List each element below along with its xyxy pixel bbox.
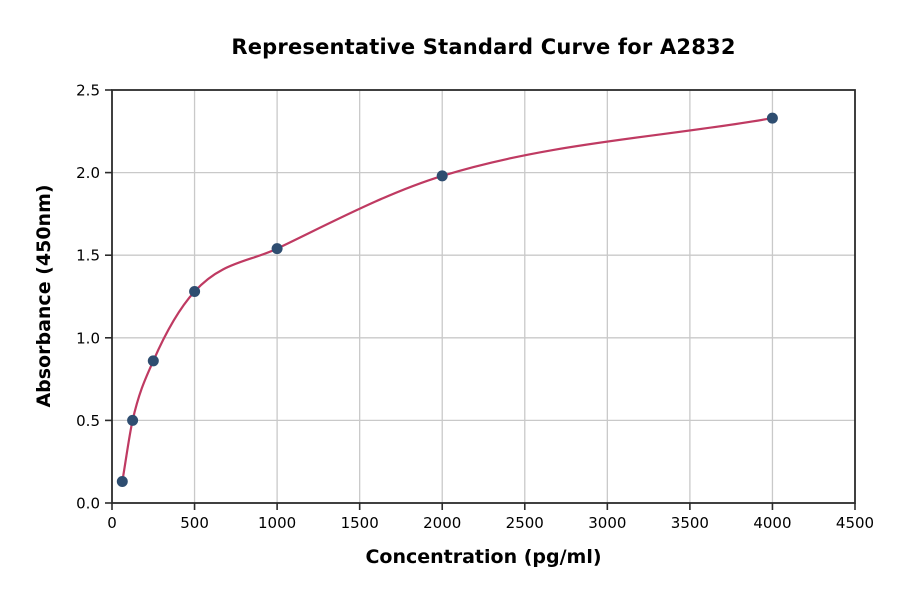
data-point [271, 243, 283, 255]
y-tick-label: 2.5 [76, 82, 100, 100]
x-tick-label: 4000 [753, 514, 791, 532]
standard-curve-line [121, 117, 774, 483]
x-tick-label: 1500 [341, 514, 379, 532]
x-tick-label: 3000 [588, 514, 626, 532]
data-point [766, 112, 778, 124]
y-tick-label: 0.5 [76, 412, 100, 430]
plot-frame [111, 89, 856, 504]
x-tick-label: 1000 [258, 514, 296, 532]
y-tick-label: 1.0 [76, 329, 100, 347]
data-point [189, 286, 201, 297]
x-tick-label: 2000 [423, 514, 461, 532]
x-tick-label: 3500 [671, 514, 709, 532]
x-tick-label: 2500 [506, 514, 544, 532]
data-point [116, 476, 128, 487]
y-tick-label: 2.0 [76, 164, 100, 182]
x-tick-label: 0 [107, 514, 117, 532]
y-tick-label: 1.5 [76, 247, 100, 265]
x-tick-label: 4500 [836, 514, 874, 532]
data-point [147, 355, 159, 367]
y-tick-label: 0.0 [76, 495, 100, 513]
data-point [436, 170, 448, 182]
x-axis-label: Concentration (pg/ml) [365, 546, 602, 568]
chart-title: Representative Standard Curve for A2832 [231, 35, 736, 59]
data-point [127, 414, 139, 426]
x-tick-label: 500 [180, 514, 209, 532]
